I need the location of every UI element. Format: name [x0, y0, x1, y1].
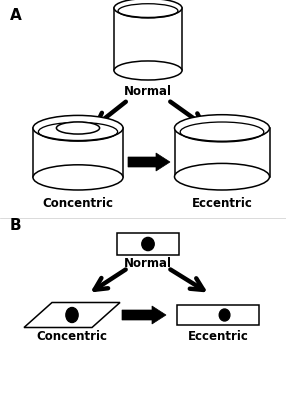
Text: Eccentric: Eccentric	[192, 197, 253, 210]
FancyArrow shape	[122, 306, 166, 324]
Ellipse shape	[219, 309, 230, 321]
Polygon shape	[24, 302, 120, 328]
Text: Normal: Normal	[124, 257, 172, 270]
Ellipse shape	[33, 165, 123, 190]
Bar	[177, 305, 259, 325]
Ellipse shape	[66, 308, 78, 322]
Ellipse shape	[114, 0, 182, 18]
FancyArrow shape	[128, 153, 170, 171]
Text: B: B	[10, 218, 22, 233]
Text: Concentric: Concentric	[43, 197, 114, 210]
Ellipse shape	[33, 115, 123, 141]
Bar	[174, 128, 269, 177]
Ellipse shape	[56, 122, 100, 134]
Text: Eccentric: Eccentric	[188, 330, 249, 343]
Ellipse shape	[114, 61, 182, 80]
Ellipse shape	[174, 163, 269, 190]
Ellipse shape	[142, 237, 154, 251]
Bar	[33, 128, 123, 177]
Bar	[117, 233, 179, 255]
Text: A: A	[10, 8, 22, 23]
Ellipse shape	[174, 115, 269, 141]
Bar	[114, 8, 182, 71]
Text: Concentric: Concentric	[37, 330, 108, 343]
Text: Normal: Normal	[124, 85, 172, 98]
